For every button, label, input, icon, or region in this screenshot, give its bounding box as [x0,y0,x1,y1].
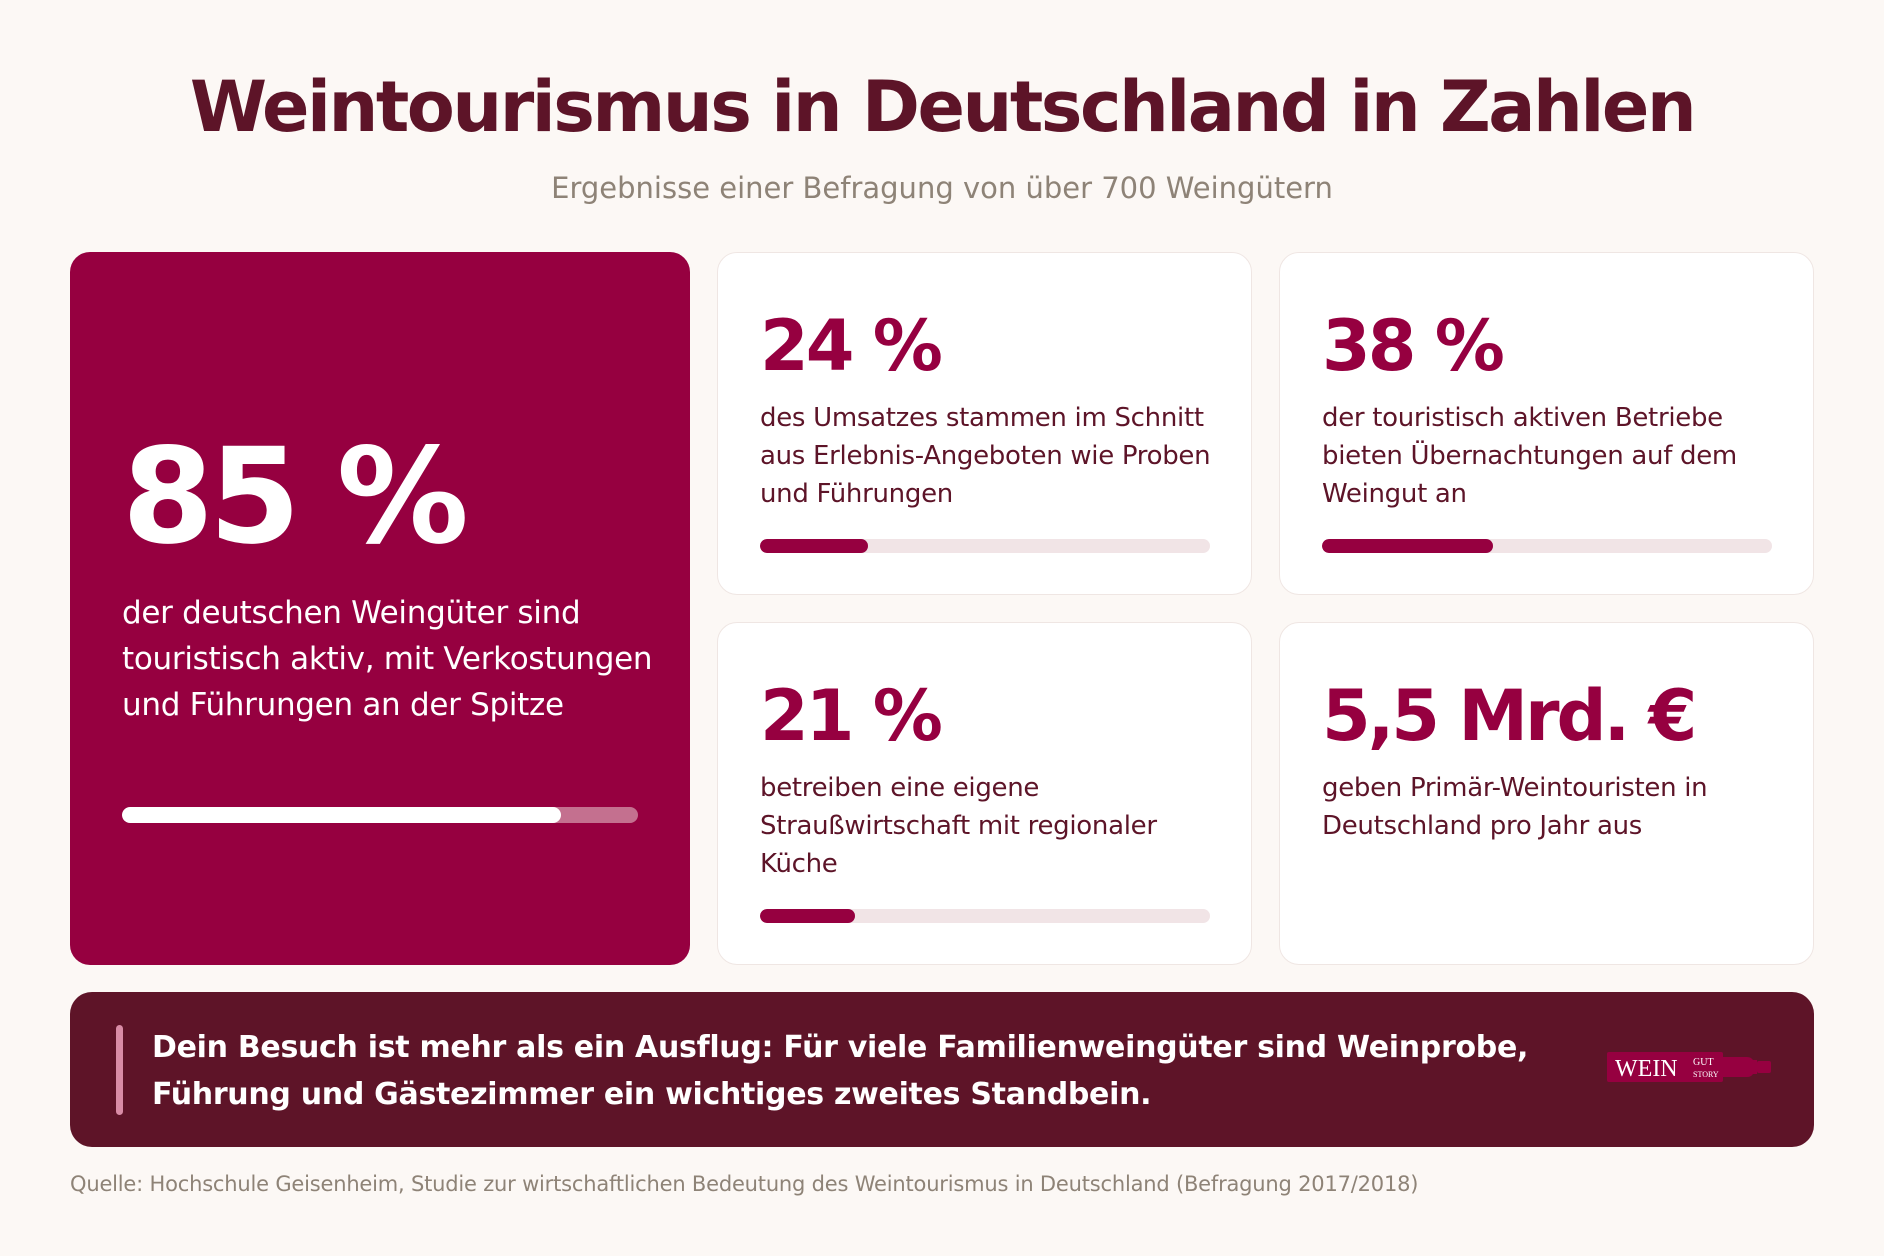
hero-stat-card: 85 % der deutschen Weingüter sind touris… [70,252,690,965]
callout-banner: Dein Besuch ist mehr als ein Ausflug: Fü… [70,992,1814,1147]
hero-progress-fill [122,807,561,823]
source-footnote: Quelle: Hochschule Geisenheim, Studie zu… [70,1172,1419,1196]
stat-description: der touristisch aktiven Betriebe bieten … [1322,403,1737,509]
stat-description: des Umsatzes stammen im Schnitt aus Erle… [760,403,1211,509]
stat-progress-bar [1322,539,1772,553]
logo-top: GUT [1693,1057,1714,1068]
stat-progress-fill [760,909,855,923]
banner-accent-bar [116,1025,123,1115]
page-title: Weintourismus in Deutschland in Zahlen [189,66,1697,148]
hero-progress-bar [122,807,638,823]
banner-text: Dein Besuch ist mehr als ein Ausflug: Fü… [152,1030,1529,1112]
hero-stat-description: der deutschen Weingüter sind touristisch… [122,595,653,723]
stat-value: 21 % [760,675,943,757]
page-subtitle: Ergebnisse einer Befragung von über 700 … [551,171,1333,205]
stat-value: 24 % [760,305,943,387]
stat-card-revenue: 24 % des Umsatzes stammen im Schnitt aus… [717,252,1252,595]
stat-card-strausswirtschaft: 21 % betreiben eine eigene Straußwirtsch… [717,622,1252,965]
stat-card-overnight: 38 % der touristisch aktiven Betriebe bi… [1279,252,1814,595]
stat-value: 5,5 Mrd. € [1322,675,1697,757]
stat-card-spending: 5,5 Mrd. € geben Primär-Weintouristen in… [1279,622,1814,965]
stat-description: geben Primär-Weintouristen in Deutschlan… [1322,773,1708,841]
logo-bottom: STORY [1693,1070,1719,1079]
stat-progress-bar [760,909,1210,923]
hero-stat-value: 85 % [122,420,469,574]
stat-progress-fill [760,539,868,553]
logo-word: WEIN [1615,1056,1678,1082]
stat-value: 38 % [1322,305,1505,387]
stat-progress-fill [1322,539,1493,553]
weingut-story-logo: WEIN GUT STORY [1607,1052,1771,1082]
stat-description: betreiben eine eigene Straußwirtschaft m… [760,773,1157,879]
stat-progress-bar [760,539,1210,553]
